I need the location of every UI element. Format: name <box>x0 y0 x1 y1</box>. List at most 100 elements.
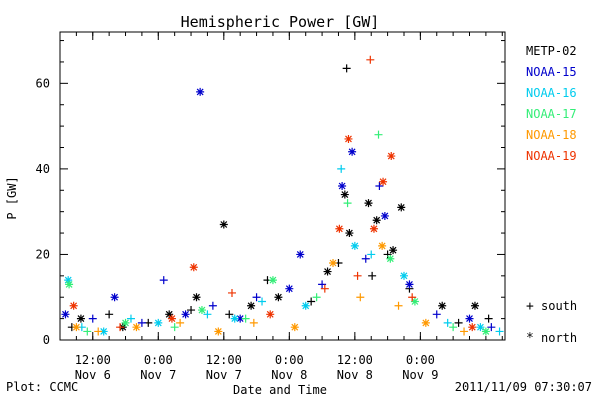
north-point <box>397 203 406 212</box>
north-point <box>181 310 190 319</box>
north-point <box>476 323 485 332</box>
south-point <box>337 164 346 173</box>
south-point <box>432 310 441 319</box>
north-point <box>214 327 223 336</box>
north-point <box>421 318 430 327</box>
south-point <box>252 293 261 302</box>
south-point <box>208 301 217 310</box>
south-point <box>383 250 392 259</box>
south-point <box>249 318 258 327</box>
north-point <box>470 301 479 310</box>
south-point <box>187 306 196 315</box>
north-point <box>72 323 81 332</box>
south-point <box>83 327 92 336</box>
legend-item: NOAA-15 <box>526 65 577 79</box>
north-point <box>61 310 70 319</box>
south-point <box>94 327 103 336</box>
north-point <box>189 263 198 272</box>
north-point <box>399 271 408 280</box>
north-point <box>378 241 387 250</box>
north-point <box>290 323 299 332</box>
x-tick-time-label: 12:00 <box>206 353 242 367</box>
legend-item: NOAA-17 <box>526 107 577 121</box>
north-point <box>274 293 283 302</box>
north-point <box>230 314 239 323</box>
north-point <box>348 147 357 156</box>
y-tick-label: 60 <box>36 76 50 90</box>
south-point <box>487 323 496 332</box>
north-point <box>338 182 347 190</box>
plot-credit: Plot: CCMC <box>6 380 79 394</box>
south-point <box>343 199 352 208</box>
south-point <box>460 327 469 336</box>
north-point <box>323 267 332 276</box>
north-point <box>410 297 419 306</box>
north-point <box>301 301 310 310</box>
x-tick-date-label: Nov 7 <box>206 368 242 382</box>
south-point <box>258 297 267 306</box>
north-point <box>154 318 163 327</box>
south-point <box>227 288 236 297</box>
south-point <box>361 254 370 263</box>
south-point <box>366 55 375 64</box>
x-tick-time-label: 0:00 <box>144 353 173 367</box>
north-point <box>344 134 353 143</box>
chart-title: Hemispheric Power [GW] <box>181 13 380 31</box>
south-point <box>116 323 125 332</box>
south-point <box>443 318 452 327</box>
north-point <box>389 246 398 255</box>
north-point <box>132 323 141 332</box>
north-point <box>121 318 130 327</box>
south-point <box>375 182 384 190</box>
south-point <box>137 318 146 327</box>
north-point <box>285 284 294 293</box>
south-point <box>394 301 403 310</box>
north-point <box>110 293 119 302</box>
north-point <box>369 224 378 233</box>
south-point <box>368 271 377 280</box>
x-tick-time-label: 12:00 <box>75 353 111 367</box>
south-marker-label: south <box>541 299 577 313</box>
south-point <box>342 64 351 73</box>
north-point <box>468 323 477 332</box>
north-point <box>387 152 396 161</box>
south-point <box>484 314 493 323</box>
south-point <box>353 271 362 280</box>
x-axis-label: Date and Time <box>233 383 327 397</box>
north-point <box>386 254 395 263</box>
south-point <box>203 310 212 319</box>
north-point <box>219 220 228 229</box>
y-axis: 0 20 40 60 <box>36 40 505 347</box>
north-point <box>372 216 381 225</box>
north-point <box>405 280 414 289</box>
south-point <box>307 297 316 306</box>
north-point <box>481 327 490 336</box>
north-point <box>345 229 354 238</box>
plot-area-frame <box>59 31 506 341</box>
south-point <box>312 293 321 302</box>
x-tick-time-label: 12:00 <box>337 353 373 367</box>
south-point <box>318 280 327 289</box>
x-tick-date-label: Nov 9 <box>402 368 438 382</box>
north-point <box>296 250 305 259</box>
x-tick-time-label: 0:00 <box>275 353 304 367</box>
y-axis-label: P [GW] <box>5 176 19 219</box>
north-point <box>380 211 389 220</box>
north-point <box>247 301 256 310</box>
north-point <box>329 259 338 267</box>
south-point <box>170 323 179 332</box>
south-point <box>126 314 135 323</box>
series-legend: METP-02 NOAA-15 NOAA-16 NOAA-17 NOAA-18 NOAA-… <box>526 44 577 163</box>
x-tick-date-label: Nov 7 <box>140 368 176 382</box>
north-point <box>236 314 245 323</box>
marker-legend: + south * north <box>526 299 577 346</box>
north-point <box>340 190 349 199</box>
data-points <box>61 55 504 336</box>
north-point <box>266 310 275 319</box>
south-point <box>159 276 168 285</box>
south-point <box>374 130 383 139</box>
north-marker-symbol: * <box>526 331 534 346</box>
south-point <box>495 327 504 336</box>
south-point <box>320 284 329 293</box>
